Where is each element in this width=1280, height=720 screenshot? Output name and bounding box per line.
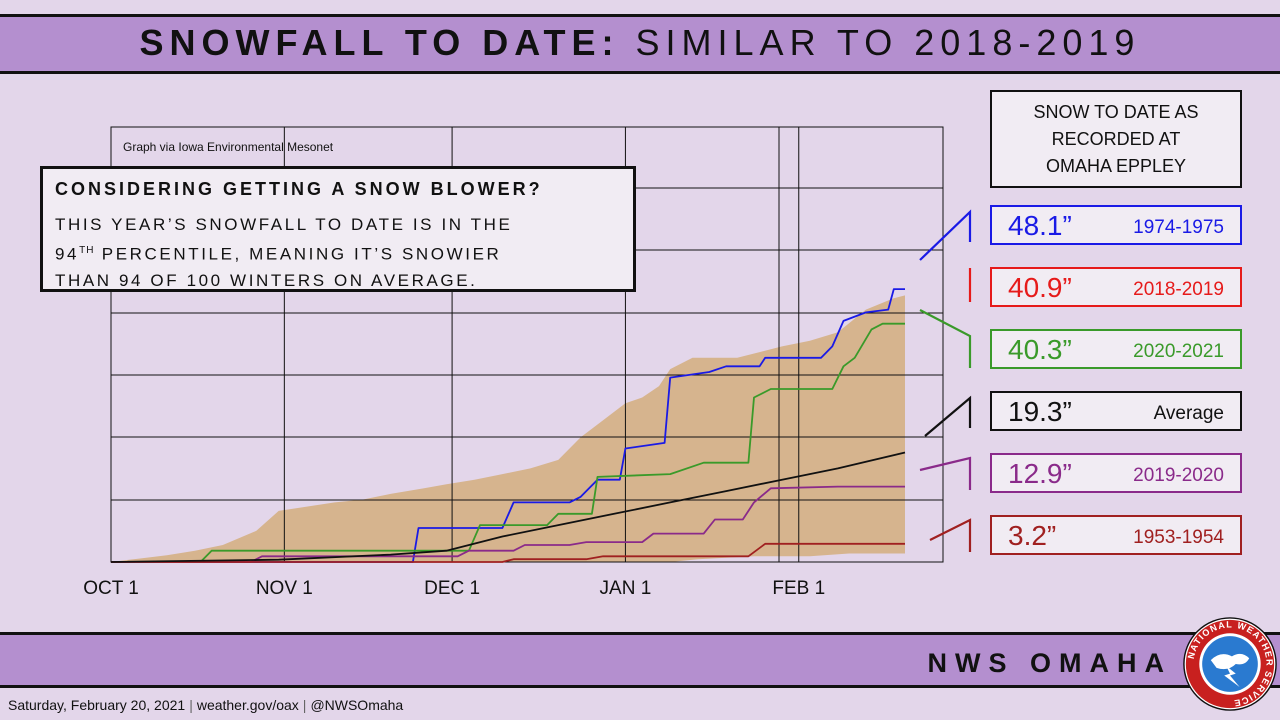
- series-line-2019-2020: [111, 485, 905, 563]
- footer-brand: NWS OMAHA: [927, 648, 1172, 678]
- callout-line-2-sup: TH: [79, 245, 95, 256]
- series-line-1974-1975: [111, 288, 905, 563]
- legend-label: 2019-2020: [1133, 465, 1224, 486]
- legend-connector: [919, 456, 972, 490]
- legend-heading-line: SNOW TO DATE AS: [1033, 102, 1199, 122]
- legend-label: 1953-1954: [1133, 527, 1224, 548]
- legend-connector: [919, 309, 972, 368]
- x-tick-label: OCT 1: [83, 578, 139, 599]
- header-bar: [0, 17, 1280, 74]
- callout-text: THIS YEAR’S SNOWFALL TO DATE IS IN THE 9…: [55, 212, 621, 294]
- legend-item: 48.1” 1974-1975: [990, 205, 1242, 245]
- footer-handle[interactable]: @NWSOmaha: [310, 697, 404, 713]
- legend-label: 2020-2021: [1133, 341, 1224, 362]
- x-tick-label: DEC 1: [424, 578, 480, 599]
- page-title: SNOWFALL TO DATE: SIMILAR TO 2018-2019: [0, 22, 1280, 64]
- legend-item: 12.9” 2019-2020: [990, 453, 1242, 493]
- legend-item: 3.2” 1953-1954: [990, 515, 1242, 555]
- chart-credit: Graph via Iowa Environmental Mesonet: [123, 140, 334, 154]
- legend-connector: [919, 209, 972, 261]
- legend-value: 48.1”: [1008, 210, 1072, 241]
- title-rest: SIMILAR TO 2018-2019: [619, 22, 1141, 63]
- legend-label: 2018-2019: [1133, 279, 1224, 300]
- callout-heading: CONSIDERING GETTING A SNOW BLOWER?: [55, 179, 543, 199]
- nws-logo: NATIONAL WEATHER SERVICE: [1183, 617, 1277, 711]
- footer-bar: [0, 632, 1280, 688]
- legend-value: 19.3”: [1008, 396, 1072, 427]
- callout-line-2-pre: 94: [55, 244, 80, 264]
- range-band: [111, 295, 905, 562]
- callout-line-3: THAN 94 OF 100 WINTERS ON AVERAGE.: [55, 270, 478, 290]
- title-bold: SNOWFALL TO DATE:: [139, 22, 620, 63]
- callout-box: CONSIDERING GETTING A SNOW BLOWER? THIS …: [40, 166, 636, 292]
- x-tick-label: NOV 1: [256, 578, 313, 599]
- callout-line-2-post: PERCENTILE, MEANING IT’S SNOWIER: [94, 244, 502, 264]
- legend-item: 40.9” 2018-2019: [990, 267, 1242, 307]
- footer-date: Saturday, February 20, 2021: [8, 697, 186, 713]
- legend-heading-line: OMAHA EPPLEY: [1045, 156, 1187, 176]
- top-rule: [0, 14, 1280, 17]
- series-line-average: [110, 451, 906, 563]
- series-line-2020-2021: [111, 322, 905, 563]
- legend-connector: [924, 395, 972, 437]
- legend-item: 40.3” 2020-2021: [990, 329, 1242, 369]
- legend-value: 12.9”: [1008, 458, 1072, 489]
- legend-label: Average: [1153, 403, 1224, 424]
- legend-heading-line: RECORDED AT: [1051, 129, 1181, 149]
- series-line-1953-1954: [111, 542, 905, 563]
- footer-separator: |: [189, 697, 193, 713]
- footer-site[interactable]: weather.gov/oax: [196, 697, 299, 713]
- x-tick-label: FEB 1: [772, 578, 825, 599]
- x-tick-label: JAN 1: [600, 578, 652, 599]
- legend-heading: SNOW TO DATE AS RECORDED AT OMAHA EPPLEY: [990, 90, 1242, 188]
- callout-line-1: THIS YEAR’S SNOWFALL TO DATE IS IN THE: [55, 215, 513, 234]
- legend-item: 19.3” Average: [990, 391, 1242, 431]
- footer-separator: |: [302, 697, 307, 713]
- legend-connector: [929, 518, 972, 552]
- footer-info: Saturday, February 20, 2021 | weather.gov/…: [8, 697, 403, 713]
- legend-label: 1974-1975: [1133, 217, 1224, 238]
- legend-value: 40.3”: [1008, 334, 1072, 365]
- legend-value: 40.9”: [1008, 272, 1072, 303]
- legend-value: 3.2”: [1008, 520, 1057, 551]
